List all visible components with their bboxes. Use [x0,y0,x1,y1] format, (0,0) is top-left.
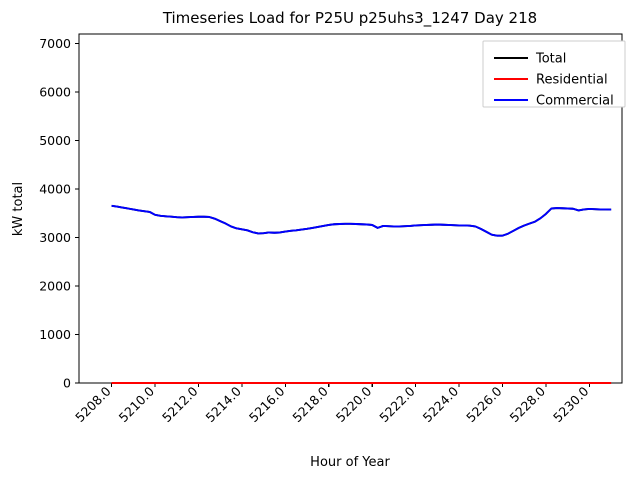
legend-items: Total Residential Commercial [494,52,614,109]
legend-label-total: Total [535,52,566,67]
x-axis-title: Hour of Year [310,455,390,470]
data-series-group [111,204,612,384]
y-tick-label: 5000 [39,133,71,148]
y-axis-ticks: 0 1000 2000 3000 4000 5000 6000 7000 [39,36,79,391]
y-axis-title: kW total [11,182,26,236]
series-line-commercial [111,204,612,237]
y-tick-label: 4000 [39,182,71,197]
y-tick-label: 3000 [39,230,71,245]
plot-frame [78,33,623,384]
chart-title: Timeseries Load for P25U p25uhs3_1247 Da… [162,9,537,28]
y-tick-label: 6000 [39,85,71,100]
y-tick-label: 2000 [39,279,71,294]
legend-label-commercial: Commercial [536,94,614,109]
y-tick-label: 1000 [39,327,71,342]
legend-label-residential: Residential [536,73,608,88]
y-tick-label: 0 [63,376,71,391]
y-tick-label: 7000 [39,36,71,51]
chart-legend[interactable]: Total Residential Commercial [482,40,626,109]
